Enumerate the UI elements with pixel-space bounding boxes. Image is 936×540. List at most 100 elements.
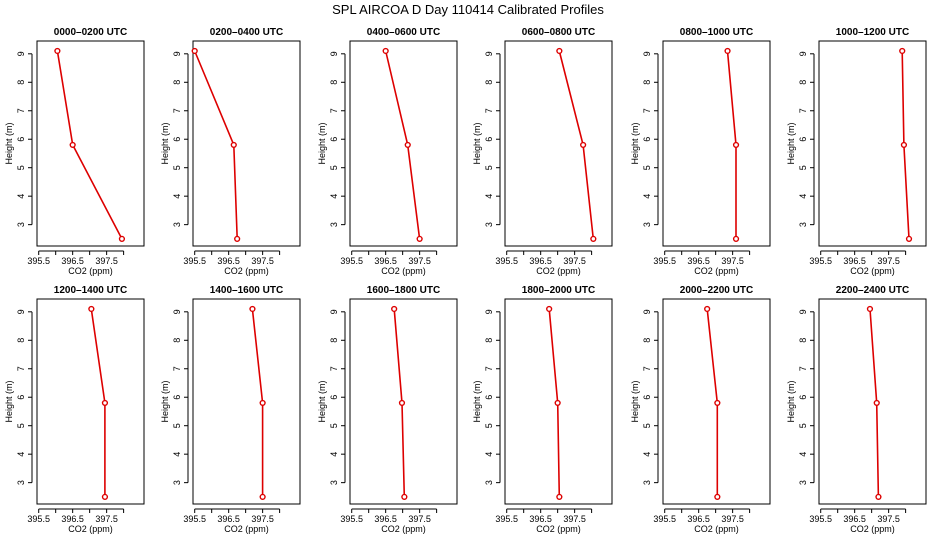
x-axis-label: CO2 (ppm) <box>224 266 269 276</box>
y-tick-label: 8 <box>798 80 808 85</box>
x-axis-label: CO2 (ppm) <box>224 524 269 534</box>
x-tick-label: 396.5 <box>374 256 397 266</box>
y-tick-label: 3 <box>484 222 494 227</box>
x-tick-label: 397.5 <box>563 256 586 266</box>
y-tick-label: 6 <box>329 395 339 400</box>
x-tick-label: 396.5 <box>687 514 710 524</box>
y-tick-label: 4 <box>798 452 808 457</box>
data-point <box>259 493 266 500</box>
y-axis-label: Height (m) <box>472 122 482 164</box>
y-tick-label: 9 <box>329 51 339 56</box>
x-tick-label: 395.5 <box>340 514 363 524</box>
y-axis-label: Height (m) <box>317 380 327 422</box>
x-tick-label: 397.5 <box>251 256 274 266</box>
y-tick-label: 6 <box>329 137 339 142</box>
y-tick-label: 8 <box>16 80 26 85</box>
y-tick-label: 8 <box>484 80 494 85</box>
data-point <box>580 141 587 149</box>
plot-frame <box>818 40 927 247</box>
y-tick-label: 8 <box>329 338 339 343</box>
x-axis-label: CO2 (ppm) <box>850 266 895 276</box>
y-tick-label: 4 <box>329 452 339 457</box>
x-axis-label: CO2 (ppm) <box>850 524 895 534</box>
x-tick-label: 395.5 <box>809 514 832 524</box>
y-tick-label: 3 <box>16 222 26 227</box>
plot-frame <box>192 40 301 247</box>
y-tick-label: 3 <box>798 222 808 227</box>
y-tick-label: 7 <box>329 366 339 371</box>
y-tick-label: 8 <box>329 80 339 85</box>
x-axis-label: CO2 (ppm) <box>381 266 426 276</box>
y-tick-label: 4 <box>484 452 494 457</box>
panel-title: 2000–2200 UTC <box>680 285 753 296</box>
data-point <box>900 141 908 149</box>
y-tick-label: 9 <box>642 51 652 56</box>
profile-line <box>384 50 421 240</box>
data-point <box>101 399 109 407</box>
plot-frame <box>504 40 613 247</box>
y-tick-label: 5 <box>484 423 494 428</box>
data-point <box>546 305 553 313</box>
data-point <box>905 235 913 242</box>
panel-title: 1800–2000 UTC <box>522 285 595 296</box>
data-point <box>590 235 597 242</box>
y-tick-label: 4 <box>172 452 182 457</box>
x-tick-label: 396.5 <box>529 514 552 524</box>
panel-title: 1600–1800 UTC <box>367 285 440 296</box>
data-point <box>401 493 408 500</box>
data-point <box>873 399 880 407</box>
y-tick-label: 7 <box>172 108 182 113</box>
data-point <box>249 305 256 313</box>
x-axis-label: CO2 (ppm) <box>68 266 113 276</box>
data-point <box>259 399 266 407</box>
x-tick-label: 396.5 <box>529 256 552 266</box>
x-tick-label: 397.5 <box>721 256 744 266</box>
y-tick-label: 6 <box>642 137 652 142</box>
x-tick-label: 396.5 <box>217 514 240 524</box>
y-tick-label: 7 <box>172 366 182 371</box>
x-tick-label: 397.5 <box>877 514 900 524</box>
data-point <box>404 141 411 149</box>
y-tick-label: 6 <box>16 395 26 400</box>
data-point <box>416 235 423 242</box>
data-point <box>391 305 398 313</box>
y-tick-label: 7 <box>484 108 494 113</box>
y-tick-label: 6 <box>484 395 494 400</box>
panel-title: 2200–2400 UTC <box>836 285 909 296</box>
y-tick-label: 6 <box>172 395 182 400</box>
y-axis-label: Height (m) <box>4 380 14 422</box>
y-tick-label: 5 <box>16 423 26 428</box>
data-point <box>554 399 561 407</box>
panel-title: 0400–0600 UTC <box>367 27 440 38</box>
y-tick-label: 8 <box>484 338 494 343</box>
x-tick-label: 395.5 <box>495 256 518 266</box>
plot-frame <box>349 298 458 505</box>
y-axis-label: Height (m) <box>4 122 14 164</box>
x-tick-label: 397.5 <box>563 514 586 524</box>
x-tick-label: 396.5 <box>843 256 866 266</box>
y-tick-label: 7 <box>798 108 808 113</box>
x-tick-label: 397.5 <box>251 514 274 524</box>
y-tick-label: 8 <box>172 80 182 85</box>
y-tick-label: 9 <box>484 309 494 314</box>
data-point <box>54 47 61 55</box>
y-tick-label: 4 <box>484 194 494 199</box>
x-axis-label: CO2 (ppm) <box>68 524 113 534</box>
y-tick-label: 9 <box>172 309 182 314</box>
y-tick-label: 5 <box>642 165 652 170</box>
data-point <box>875 493 882 500</box>
y-axis-label: Height (m) <box>317 122 327 164</box>
panel-title: 0600–0800 UTC <box>522 27 595 38</box>
y-tick-label: 4 <box>798 194 808 199</box>
data-point <box>714 493 721 500</box>
data-point <box>899 47 906 55</box>
y-tick-label: 8 <box>642 80 652 85</box>
panel-title: 0800–1000 UTC <box>680 27 753 38</box>
